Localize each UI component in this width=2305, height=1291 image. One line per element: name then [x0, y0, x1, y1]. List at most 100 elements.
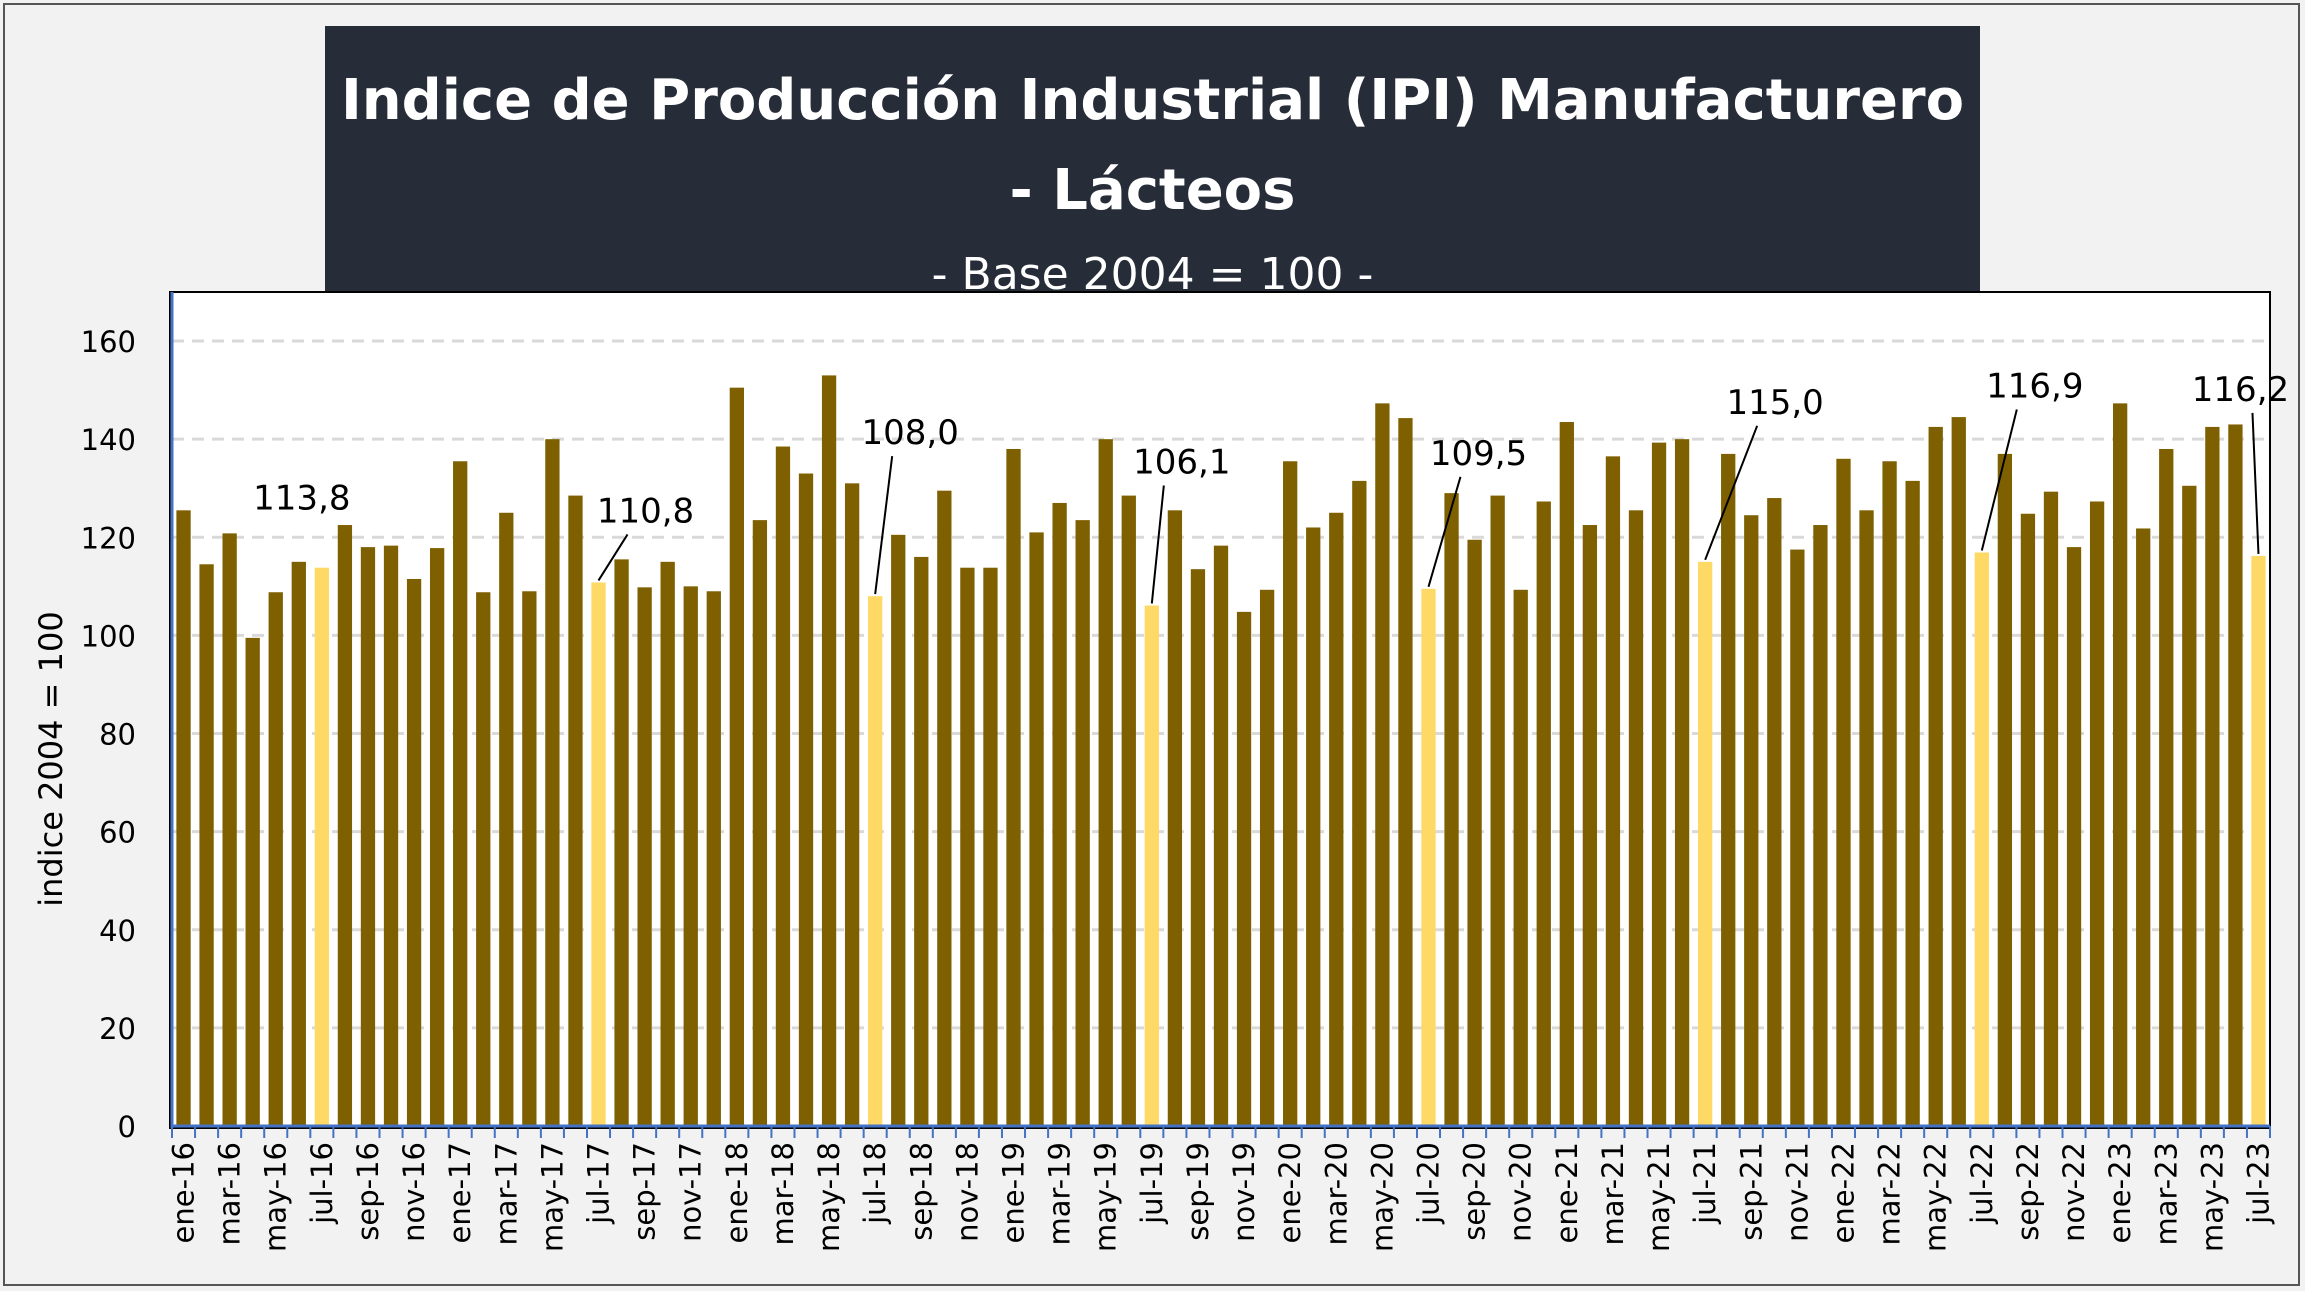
x-tick-label: mar-17 [489, 1142, 523, 1245]
bar-oct-16 [383, 545, 399, 1126]
bar-sep-16 [360, 547, 376, 1126]
x-tick-label: ene-18 [720, 1142, 754, 1243]
bar-dic-22 [2089, 501, 2105, 1126]
bar-mar-22 [1882, 461, 1897, 1126]
bar-abr-20 [1352, 480, 1367, 1126]
bar-abr-21 [1628, 510, 1644, 1126]
data-label-jul-22: 116,9 [1986, 367, 2083, 407]
bar-ago-16 [337, 525, 353, 1126]
x-tick-label: nov-17 [674, 1142, 708, 1242]
bar-highlight-jul-20 [1421, 588, 1436, 1126]
data-label-leader [1427, 476, 1462, 588]
bar-jun-22 [1951, 417, 1966, 1127]
x-tick-label: ene-20 [1273, 1142, 1307, 1243]
bar-feb-20 [1306, 527, 1321, 1126]
bar-may-19 [1098, 439, 1113, 1126]
bar-jun-19 [1121, 495, 1136, 1126]
bar-nov-16 [406, 578, 422, 1126]
bar-ene-20 [1283, 461, 1298, 1126]
bar-may-18 [821, 375, 837, 1126]
bar-feb-18 [752, 520, 768, 1126]
x-tick-label: jul-23 [2241, 1142, 2275, 1225]
data-label-leader [1704, 425, 1759, 561]
bar-dic-20 [1536, 501, 1551, 1126]
bar-mar-20 [1329, 512, 1344, 1126]
bar-feb-17 [476, 592, 491, 1126]
bar-jun-21 [1674, 439, 1690, 1126]
x-tick-label: jul-19 [1135, 1142, 1169, 1225]
data-label-leader [1150, 485, 1165, 604]
x-tick-label: jul-21 [1688, 1142, 1722, 1225]
bar-mar-23 [2159, 448, 2174, 1126]
bar-highlight-jul-16 [314, 567, 330, 1126]
bar-ago-17 [614, 559, 629, 1126]
bar-oct-17 [660, 561, 675, 1126]
x-tick-label: mar-22 [1873, 1142, 1907, 1245]
y-tick-label: 0 [118, 1110, 136, 1144]
bar-oct-18 [937, 490, 952, 1126]
bar-jun-17 [568, 495, 583, 1126]
bar-dic-16 [429, 548, 445, 1126]
bar-ago-19 [1167, 510, 1183, 1126]
x-tick-label: may-22 [1919, 1142, 1953, 1252]
bar-jun-16 [291, 561, 306, 1126]
bar-jun-20 [1398, 418, 1413, 1126]
x-tick-label: ene-17 [443, 1142, 477, 1243]
y-tick-label: 20 [99, 1012, 136, 1046]
bar-feb-23 [2136, 528, 2151, 1126]
bar-oct-21 [1767, 498, 1782, 1126]
bar-ene-18 [729, 387, 744, 1127]
data-label-leader [1980, 409, 2018, 551]
data-label-jul-20: 109,5 [1430, 434, 1527, 474]
bar-nov-19 [1236, 611, 1252, 1126]
x-tick-label: nov-18 [950, 1142, 984, 1242]
bar-feb-21 [1582, 525, 1598, 1126]
bar-ene-23 [2112, 403, 2128, 1126]
x-tick-label: sep-22 [2011, 1142, 2045, 1241]
bar-sep-20 [1467, 539, 1482, 1126]
y-tick-label: 80 [99, 718, 136, 752]
x-tick-label: sep-16 [351, 1142, 385, 1241]
bar-oct-19 [1213, 545, 1229, 1126]
data-label-jul-16: 113,8 [253, 479, 350, 519]
y-tick-label: 60 [99, 816, 136, 850]
bar-abr-17 [522, 591, 537, 1126]
y-tick-label: 40 [99, 914, 136, 948]
data-label-leader [2251, 412, 2260, 554]
bar-abr-19 [1075, 520, 1090, 1126]
bar-ene-22 [1836, 458, 1851, 1126]
bar-highlight-jul-22 [1974, 552, 1989, 1126]
bar-dic-17 [706, 591, 721, 1126]
bar-may-21 [1651, 442, 1667, 1126]
bar-jun-23 [2228, 424, 2243, 1126]
y-tick-label: 140 [81, 423, 136, 457]
bar-highlight-jul-23 [2251, 555, 2266, 1126]
x-tick-label: mar-21 [1596, 1142, 1630, 1245]
x-tick-label: nov-20 [1504, 1142, 1538, 1242]
x-tick-label: nov-21 [1780, 1142, 1814, 1242]
x-tick-label: may-16 [259, 1142, 293, 1252]
x-tick-label: mar-19 [1043, 1142, 1077, 1245]
x-tick-label: sep-21 [1734, 1142, 1768, 1241]
data-label-jul-19: 106,1 [1133, 442, 1230, 482]
bar-highlight-jul-17 [591, 582, 606, 1126]
bar-sep-19 [1190, 569, 1206, 1126]
x-tick-label: sep-17 [628, 1142, 662, 1241]
x-tick-label: nov-16 [397, 1142, 431, 1242]
bar-jun-18 [844, 483, 860, 1126]
y-tick-label: 120 [81, 521, 136, 555]
x-tick-label: nov-19 [1227, 1142, 1261, 1242]
bar-dic-19 [1259, 589, 1275, 1126]
bar-oct-22 [2043, 491, 2059, 1126]
bar-ene-16 [176, 510, 191, 1126]
bar-abr-23 [2182, 485, 2197, 1126]
y-tick-label: 160 [81, 325, 136, 359]
bar-ago-22 [1997, 453, 2013, 1126]
x-tick-label: may-20 [1365, 1142, 1399, 1252]
bar-mar-19 [1052, 502, 1067, 1126]
x-tick-label: sep-18 [904, 1142, 938, 1241]
bar-may-17 [545, 439, 560, 1126]
bar-sep-21 [1744, 515, 1759, 1126]
bar-sep-22 [2020, 513, 2036, 1126]
